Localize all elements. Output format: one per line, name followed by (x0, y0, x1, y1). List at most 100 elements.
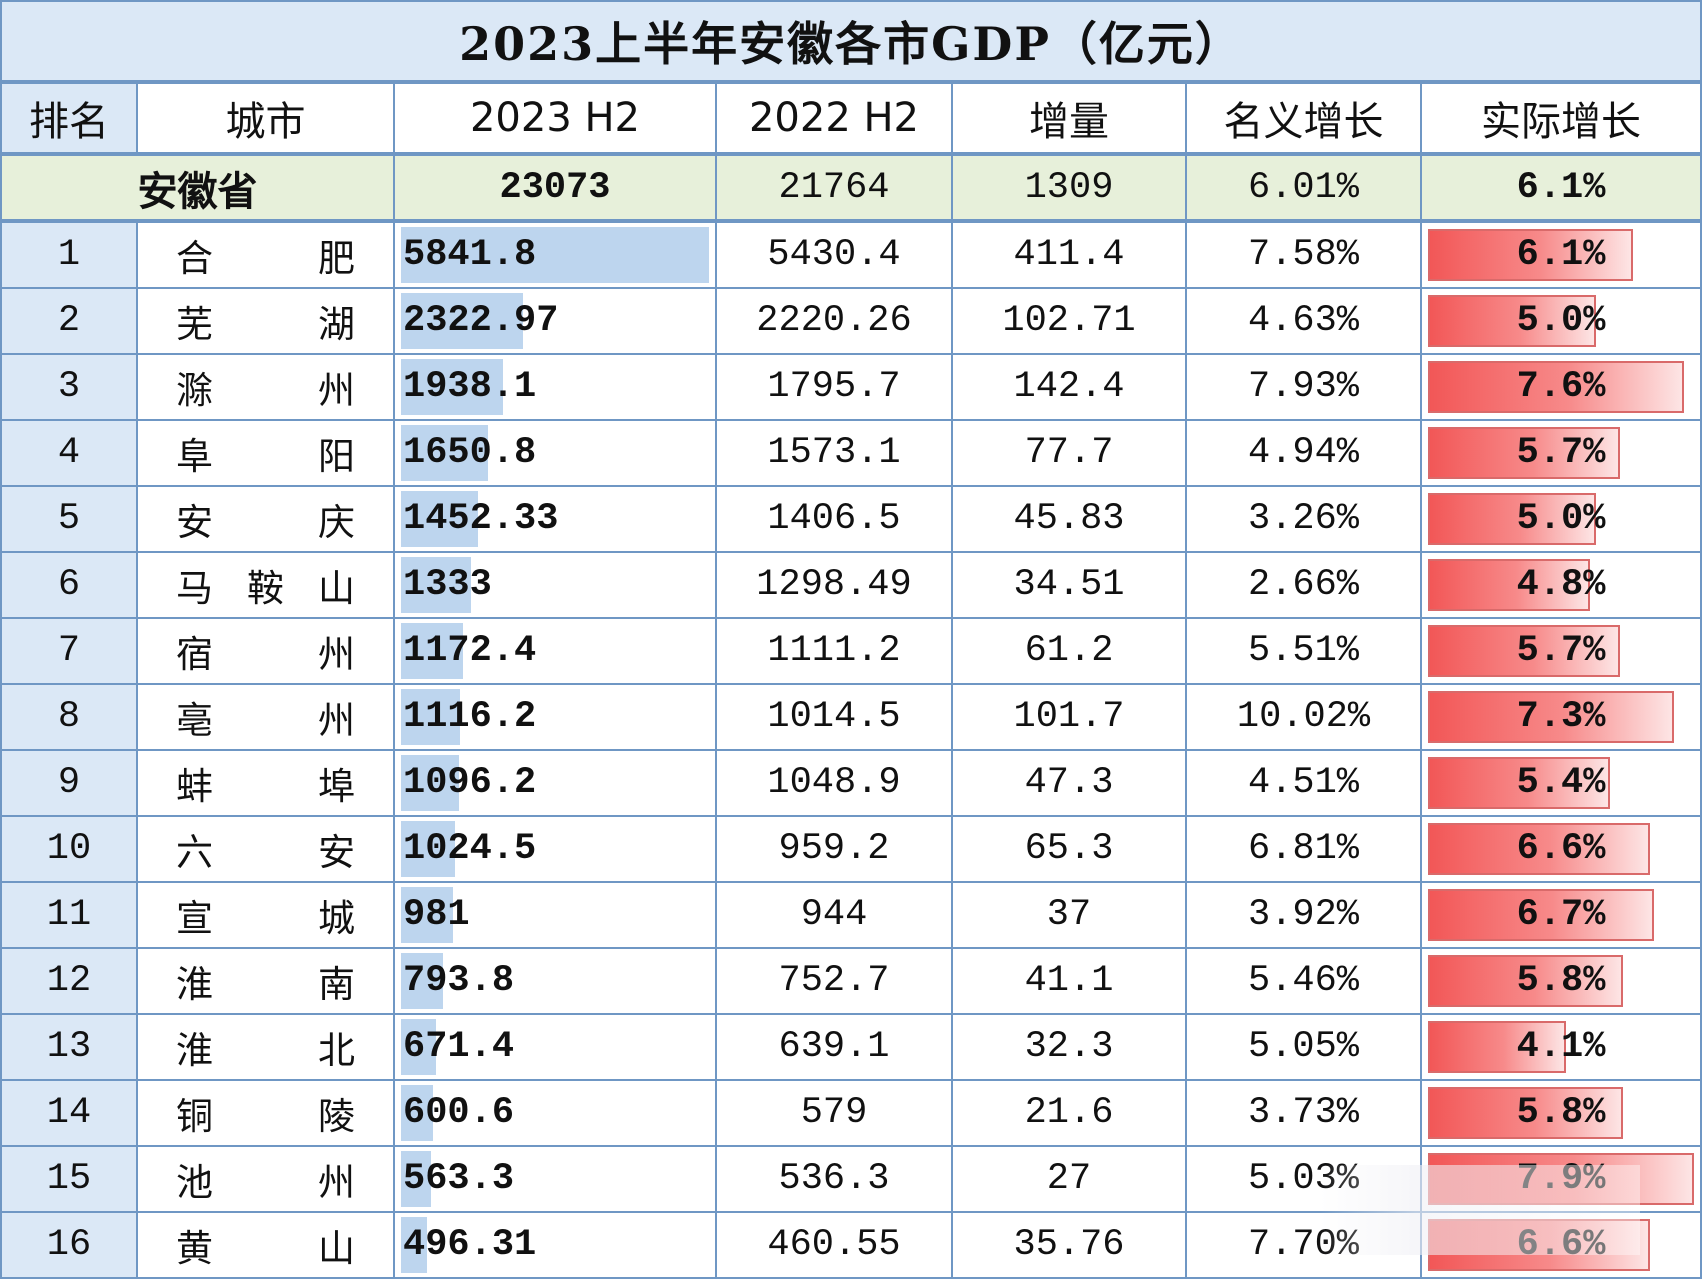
real-growth: 4.8% (1516, 564, 1606, 606)
rank: 3 (57, 366, 81, 408)
increase: 411.4 (1013, 234, 1125, 276)
real-growth-cell: 7.9% (1419, 1145, 1702, 1213)
header-gdp-2023: 2023 H2 (393, 81, 717, 155)
increase-cell: 45.83 (951, 485, 1187, 553)
gdp-2023: 1452.33 (403, 498, 559, 540)
gdp-2022-cell: 5430.4 (715, 220, 953, 289)
real-growth: 7.3% (1516, 696, 1606, 738)
city-name: 淮南 (176, 963, 355, 1006)
gdp-bar (401, 557, 472, 613)
real-growth-cell: 4.1% (1419, 1013, 1702, 1081)
real-growth-bar (1428, 823, 1651, 875)
nominal-growth-cell: 6.81% (1185, 815, 1422, 883)
increase: 37 (1046, 894, 1092, 936)
real-growth-cell: 5.0% (1419, 287, 1702, 355)
nominal-growth: 2.66% (1247, 564, 1360, 606)
rank: 7 (57, 630, 81, 672)
real-growth: 5.7% (1516, 630, 1606, 672)
gdp-2022-cell: 1111.2 (715, 617, 953, 685)
city-cell: 阜阳 (136, 419, 395, 487)
city-name: 池州 (176, 1161, 355, 1204)
gdp-2023-cell: 1333 (393, 551, 717, 619)
gdp-2022-cell: 752.7 (715, 947, 953, 1015)
nominal-growth: 10.02% (1236, 696, 1371, 738)
province-nominal-growth: 6.01% (1185, 152, 1422, 223)
rank-cell: 7 (0, 617, 138, 685)
gdp-2023-cell: 1024.5 (393, 815, 717, 883)
city-cell: 池州 (136, 1145, 395, 1213)
gdp-2022: 944 (800, 894, 868, 936)
gdp-2022: 1573.1 (767, 432, 901, 474)
real-growth: 5.0% (1516, 498, 1606, 540)
real-growth-cell: 6.7% (1419, 881, 1702, 949)
city-name: 蚌埠 (176, 765, 355, 808)
real-growth-bar (1428, 493, 1597, 545)
gdp-2023-cell: 5841.8 (393, 220, 717, 289)
gdp-bar (401, 953, 443, 1009)
gdp-bar (401, 821, 455, 877)
gdp-bar (401, 491, 478, 547)
increase-cell: 47.3 (951, 749, 1187, 817)
real-growth: 6.6% (1516, 828, 1606, 870)
table-row: 14 铜陵 600.6 579 21.6 3.73% 5.8% (0, 1079, 1702, 1147)
real-growth-bar (1428, 295, 1597, 347)
real-growth-cell: 6.1% (1419, 220, 1702, 289)
gdp-2022-cell: 536.3 (715, 1145, 953, 1213)
nominal-growth: 7.70% (1247, 1224, 1360, 1266)
gdp-2023-cell: 1452.33 (393, 485, 717, 553)
gdp-2022: 1298.49 (756, 564, 912, 606)
rank-cell: 4 (0, 419, 138, 487)
nominal-growth-cell: 5.46% (1185, 947, 1422, 1015)
header-gdp-2022: 2022 H2 (715, 81, 953, 155)
gdp-2022-cell: 1014.5 (715, 683, 953, 751)
real-growth-bar (1428, 955, 1624, 1007)
gdp-2023: 1096.2 (403, 762, 537, 804)
gdp-2023-cell: 1172.4 (393, 617, 717, 685)
city-cell: 六安 (136, 815, 395, 883)
header-increase: 增量 (951, 81, 1187, 155)
increase: 27 (1046, 1158, 1092, 1200)
increase: 34.51 (1013, 564, 1125, 606)
real-growth-cell: 5.0% (1419, 485, 1702, 553)
table-row: 1 合肥 5841.8 5430.4 411.4 7.58% 6.1% (0, 220, 1702, 289)
nominal-growth: 5.03% (1247, 1158, 1360, 1200)
gdp-bar (401, 689, 460, 745)
rank-cell: 1 (0, 220, 138, 289)
nominal-growth-cell: 2.66% (1185, 551, 1422, 619)
real-growth-cell: 6.6% (1419, 1211, 1702, 1279)
city-cell: 淮北 (136, 1013, 395, 1081)
city-name: 合肥 (176, 237, 355, 280)
gdp-2023: 981 (403, 894, 470, 936)
city-cell: 芜湖 (136, 287, 395, 355)
city-name: 宿州 (176, 633, 355, 676)
gdp-2023-cell: 1650.8 (393, 419, 717, 487)
gdp-bar (401, 293, 524, 349)
gdp-2023-cell: 1938.1 (393, 353, 717, 421)
real-growth-bar (1428, 757, 1610, 809)
real-growth: 6.7% (1516, 894, 1606, 936)
rank: 16 (46, 1224, 92, 1266)
rank-cell: 9 (0, 749, 138, 817)
increase: 47.3 (1024, 762, 1114, 804)
gdp-2022-cell: 579 (715, 1079, 953, 1147)
table-row: 11 宣城 981 944 37 3.92% 6.7% (0, 881, 1702, 949)
rank: 15 (46, 1158, 92, 1200)
gdp-2023-cell: 1116.2 (393, 683, 717, 751)
city-name: 芜湖 (176, 303, 355, 346)
gdp-2023: 1116.2 (403, 696, 537, 738)
city-name: 阜阳 (176, 435, 355, 478)
table-row: 9 蚌埠 1096.2 1048.9 47.3 4.51% 5.4% (0, 749, 1702, 817)
gdp-2022: 1795.7 (767, 366, 901, 408)
gdp-bar (401, 425, 489, 481)
gdp-2022-cell: 639.1 (715, 1013, 953, 1081)
nominal-growth: 3.73% (1247, 1092, 1360, 1134)
real-growth-cell: 4.8% (1419, 551, 1702, 619)
real-growth-bar (1428, 361, 1684, 413)
city-cell: 安庆 (136, 485, 395, 553)
gdp-2022: 5430.4 (767, 234, 901, 276)
real-growth-bar (1428, 1087, 1624, 1139)
rank: 6 (57, 564, 81, 606)
rank-cell: 2 (0, 287, 138, 355)
nominal-growth-cell: 7.70% (1185, 1211, 1422, 1279)
gdp-2022: 536.3 (778, 1158, 890, 1200)
